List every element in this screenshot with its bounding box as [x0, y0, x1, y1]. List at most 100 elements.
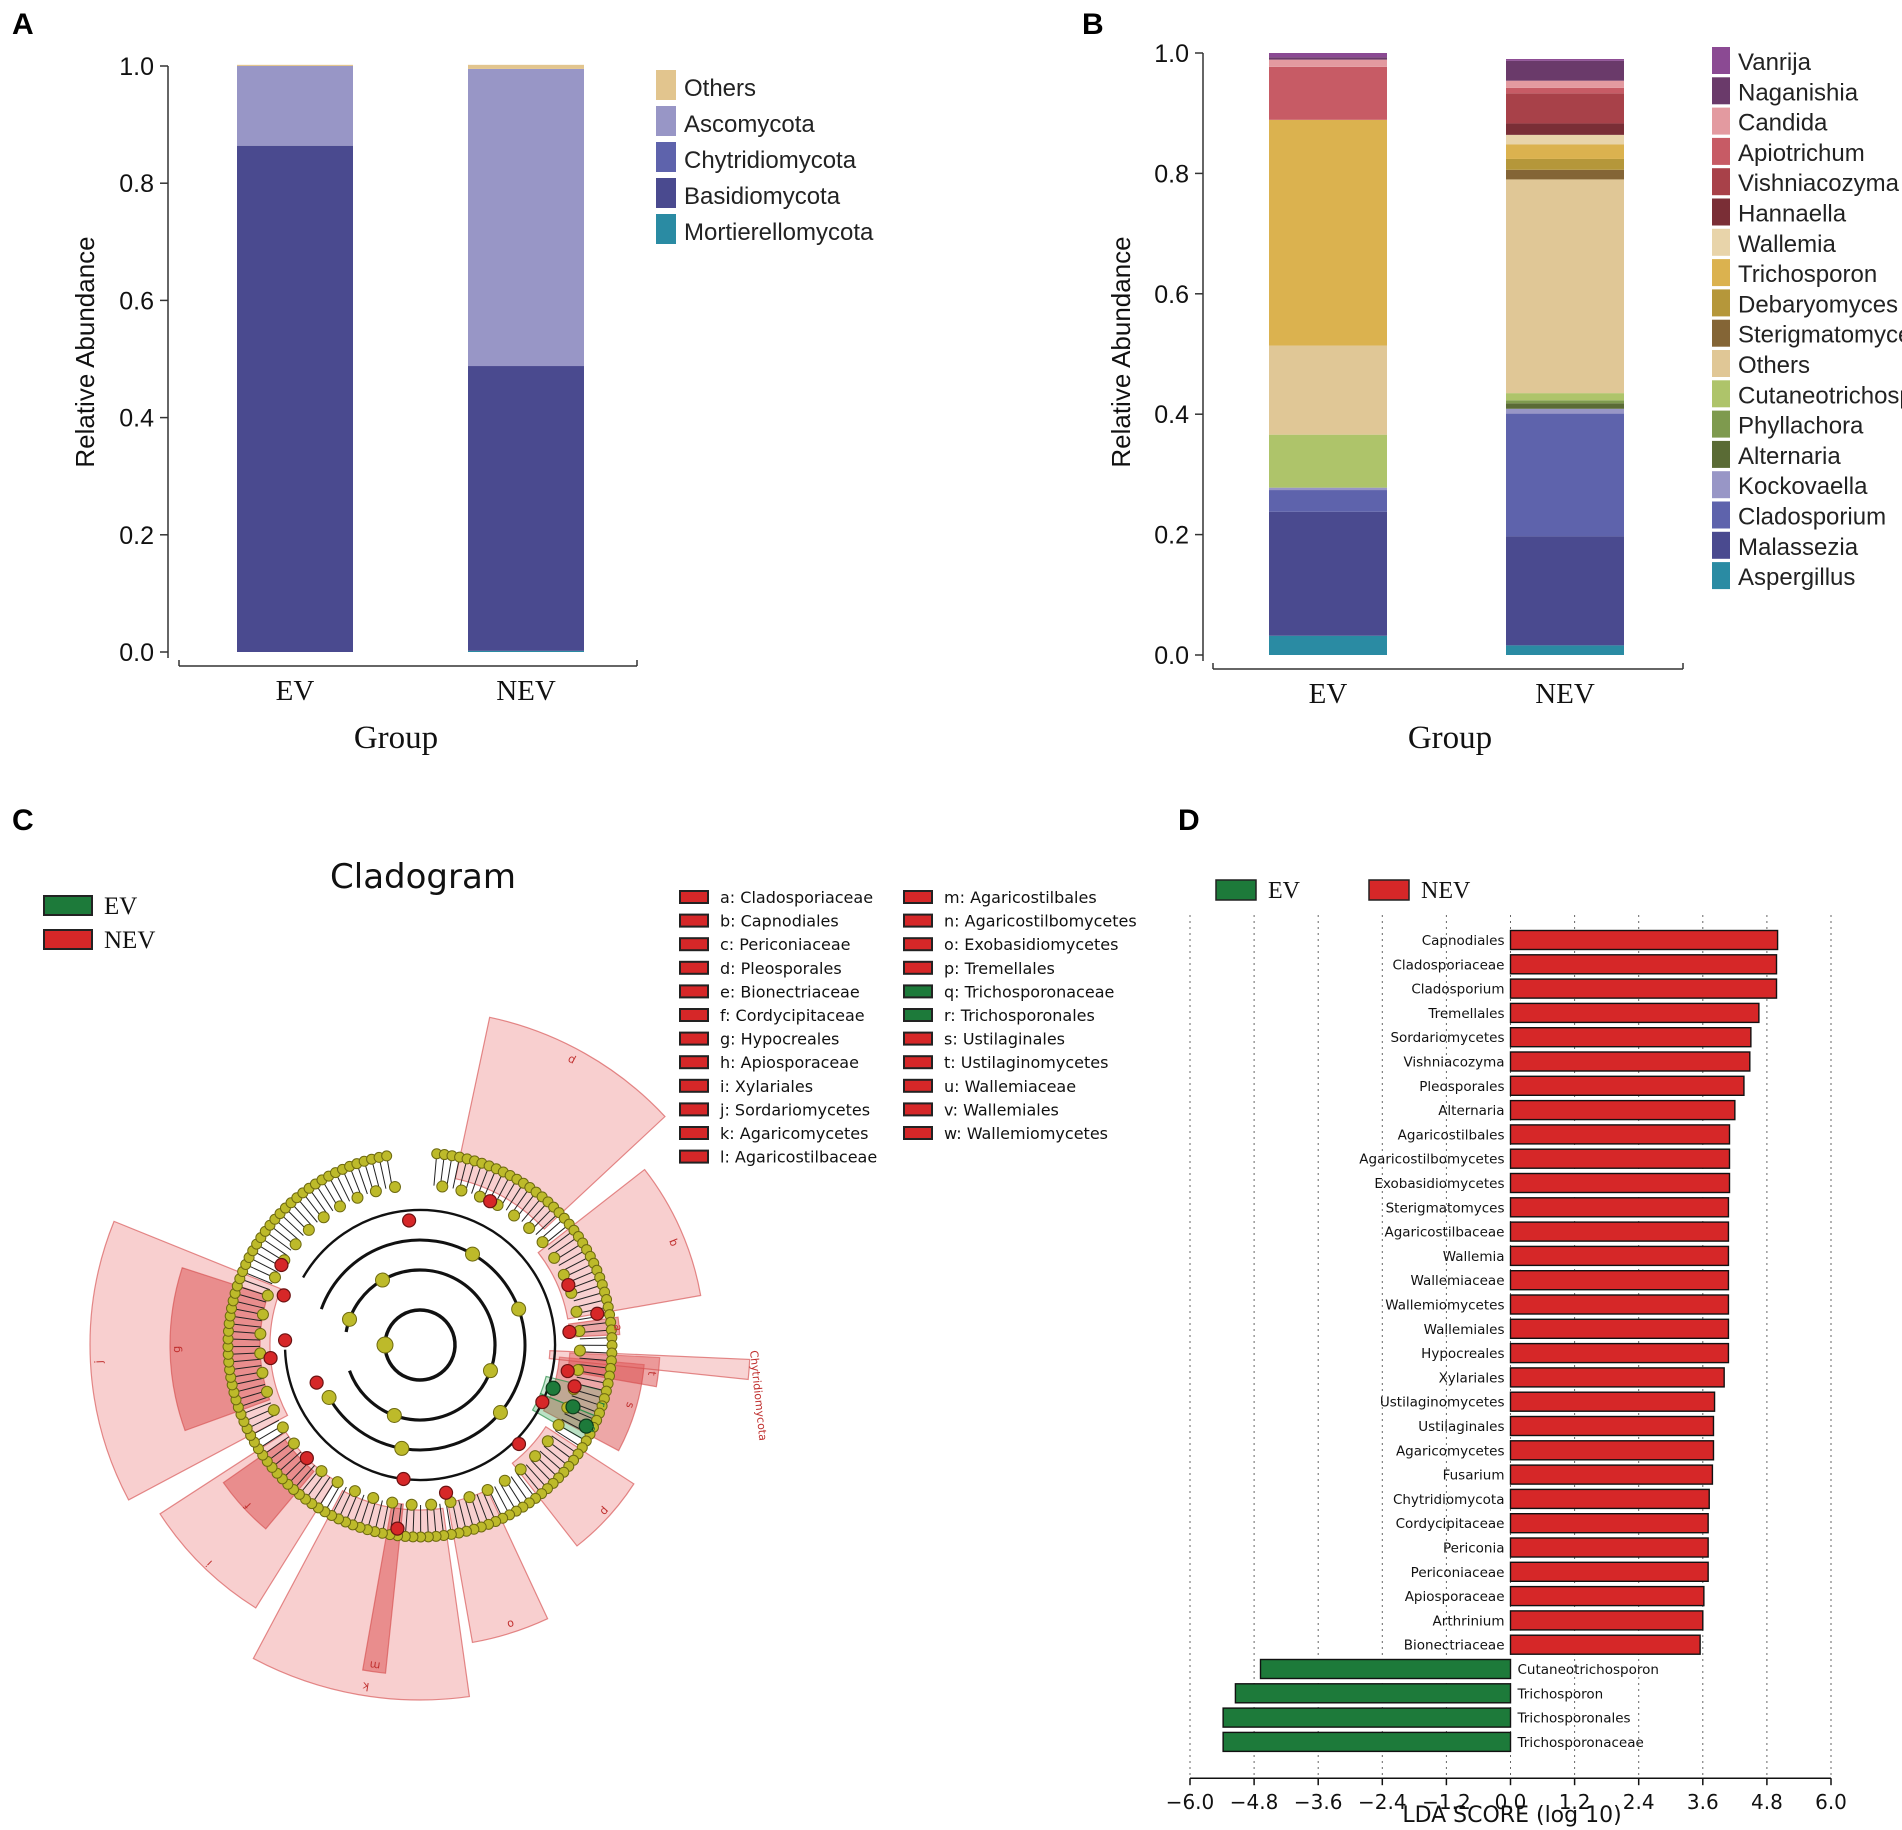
- cladogram-branch: [349, 1168, 362, 1197]
- b-legend-label-cladosporium: Cladosporium: [1738, 504, 1886, 531]
- b-legend-label-wallemia: Wallemia: [1738, 231, 1836, 258]
- cladogram-arc-label-chytridiomycota: Chytridiomycota: [747, 1350, 769, 1442]
- lda-legend-swatch-nev: [1368, 879, 1410, 901]
- cladogram-branch: [578, 1322, 609, 1327]
- lda-tick-minus-6-0: −6.0: [1166, 1790, 1215, 1814]
- b-y-tick-0-6: 0.6: [1154, 281, 1189, 309]
- cladogram-entry-r: r: Trichosporonales: [944, 1006, 1095, 1025]
- cladogram-branch: [316, 1185, 334, 1212]
- cladogram-node: [463, 1491, 476, 1504]
- b-legend-label-debaryomyces: Debaryomyces: [1738, 291, 1898, 318]
- cladogram-node: [302, 1223, 315, 1236]
- cladogram-entry-u: u: Wallemiaceae: [944, 1077, 1076, 1096]
- lda-label-periconia: Periconia: [1443, 1541, 1505, 1557]
- cladogram-title: Cladogram: [330, 857, 516, 897]
- cladogram-branch: [525, 1464, 547, 1488]
- lda-label-bionectriaceae: Bionectriaceae: [1404, 1638, 1505, 1654]
- cladogram-branch: [276, 1220, 300, 1241]
- b-bar-nev-wallemia: [1506, 134, 1624, 145]
- cladogram-branch: [259, 1431, 286, 1449]
- cladogram-entry-swatch-w: [903, 1126, 933, 1140]
- lda-label-arthrinium: Arthrinium: [1433, 1613, 1505, 1629]
- cladogram-sector-label-j: j: [92, 1360, 105, 1365]
- a-y-tick-0-6: 0.6: [119, 287, 154, 315]
- lda-bar-trichosporon: [1234, 1683, 1512, 1704]
- lda-legend-label-ev: EV: [1268, 878, 1301, 904]
- cladogram-branch: [332, 1486, 347, 1514]
- b-bar-nev-naganishia: [1506, 60, 1624, 81]
- cladogram-nev-node: [402, 1213, 417, 1228]
- a-x-tick-nev: NEV: [496, 675, 556, 707]
- cladogram-branch: [494, 1486, 510, 1514]
- b-x-tick-ev: EV: [1309, 678, 1348, 710]
- lda-label-sordariomycetes: Sordariomycetes: [1390, 1030, 1504, 1046]
- b-bar-ev-kockovaella: [1269, 487, 1387, 491]
- cladogram-branch: [551, 1435, 577, 1454]
- cladogram-node: [367, 1492, 380, 1505]
- panel-b-chart: EV NEV 0.0 0.2 0.4 0.6 0.8 1.0 Relative Abundan…: [1106, 40, 1902, 756]
- lda-bar-trichosporonales: [1222, 1707, 1512, 1728]
- cladogram-entry-swatch-t: [903, 1055, 933, 1070]
- lda-legend-swatch-ev: [1215, 879, 1257, 901]
- cladogram-node: [386, 1496, 399, 1509]
- lda-label-agaricostilbales: Agaricostilbales: [1398, 1127, 1505, 1143]
- cladogram-branch: [234, 1377, 264, 1385]
- cladogram-node: [541, 1435, 554, 1448]
- a-legend-swatch-chytridiomycota: [656, 142, 676, 172]
- cladogram-nev-node: [309, 1375, 324, 1390]
- cladogram-branch: [278, 1451, 302, 1473]
- b-y-tick-0-0: 0.0: [1154, 642, 1189, 670]
- cladogram-node: [548, 1251, 561, 1264]
- cladogram-node: [261, 1289, 274, 1302]
- a-legend-label-chytridiomycota: Chytridiomycota: [684, 147, 857, 174]
- cladogram-nev-node: [483, 1194, 498, 1209]
- cladogram-branch: [575, 1299, 605, 1308]
- b-bar-nev-trichosporon: [1506, 144, 1624, 159]
- cladogram-branch: [231, 1323, 262, 1328]
- cladogram-branch: [445, 1502, 452, 1533]
- b-bar-ev-vanrija: [1269, 53, 1387, 58]
- b-legend-swatch-others: [1712, 350, 1730, 377]
- cladogram-branch: [404, 1504, 409, 1535]
- b-legend-swatch-aspergillus: [1712, 562, 1730, 590]
- lda-label-ustilaginomycetes: Ustilaginomycetes: [1380, 1395, 1505, 1411]
- b-bar-nev-kockovaella: [1506, 408, 1624, 414]
- cladogram-legend-label-ev: EV: [104, 893, 137, 920]
- cladogram-entry-swatch-r: [903, 1008, 933, 1022]
- cladogram-branch: [535, 1213, 558, 1236]
- cladogram-branch: [306, 1473, 326, 1498]
- b-legend-label-cutaneotrichosporon: Cutaneotrichosporon: [1738, 382, 1902, 409]
- cladogram-entry-swatch-l: [679, 1149, 709, 1164]
- b-bar-nev-sterigmatomyces: [1506, 169, 1624, 180]
- lda-label-trichosporon: Trichosporon: [1517, 1686, 1604, 1702]
- b-legend-swatch-sterigmatomyces: [1712, 319, 1730, 347]
- cladogram-branch: [426, 1504, 429, 1535]
- cladogram-node: [481, 1484, 494, 1497]
- cladogram-branch: [578, 1364, 609, 1369]
- cladogram-nev-node: [274, 1257, 289, 1273]
- a-bar-nev-ascomycota: [468, 68, 584, 367]
- b-legend-swatch-alternaria: [1712, 440, 1730, 468]
- cladogram-branch: [371, 1161, 381, 1191]
- lda-label-agaricostilbaceae: Agaricostilbaceae: [1384, 1225, 1504, 1241]
- lda-label-pleosporales: Pleosporales: [1419, 1079, 1504, 1095]
- cladogram-inner-node: [375, 1272, 390, 1288]
- lda-bar-cordycipitaceae: [1509, 1512, 1709, 1534]
- b-legend-label-apiotrichum: Apiotrichum: [1738, 140, 1865, 167]
- cladogram-nev-node: [396, 1471, 411, 1487]
- cladogram-entry-swatch-f: [679, 1008, 709, 1022]
- cladogram-branch: [516, 1193, 536, 1218]
- cladogram-node: [573, 1344, 586, 1357]
- cladogram-entry-swatch-p: [903, 960, 933, 975]
- a-y-tick-1-0: 1.0: [119, 53, 154, 81]
- lda-bar-cladosporium: [1509, 978, 1778, 999]
- cladogram-nev-node: [276, 1288, 291, 1303]
- cladogram-node: [498, 1474, 511, 1487]
- b-bar-nev-apiotrichum: [1506, 87, 1624, 94]
- b-bar-ev-candida: [1269, 59, 1387, 67]
- cladogram-branch: [561, 1256, 589, 1272]
- cladogram-node: [536, 1236, 549, 1249]
- b-legend-swatch-trichosporon: [1712, 259, 1730, 287]
- lda-label-wallemiomycetes: Wallemiomycetes: [1385, 1298, 1504, 1314]
- cladogram-entry-swatch-a: [679, 890, 709, 904]
